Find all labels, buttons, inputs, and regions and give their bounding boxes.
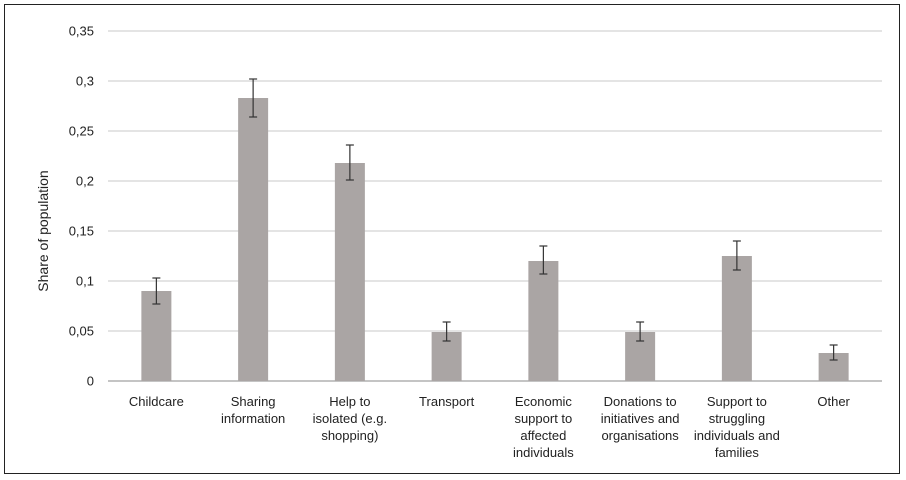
error-bar-2	[345, 144, 354, 181]
bar-0	[141, 291, 172, 381]
category-label-2-line-0: Help to	[329, 394, 370, 409]
gridlines	[108, 30, 882, 382]
category-label-4-line-2: affected	[520, 428, 566, 443]
error-bar-1	[249, 78, 258, 118]
category-label-6-line-2: individuals and	[694, 428, 780, 443]
category-label-5-line-2: organisations	[601, 428, 679, 443]
category-label-4-line-0: Economic	[515, 394, 573, 409]
category-label-1-line-1: information	[221, 411, 285, 426]
category-label-6-line-0: Support to	[707, 394, 767, 409]
category-label-1: Sharing information	[221, 394, 285, 426]
y-tick-label-0: 0	[87, 374, 94, 389]
category-label-6-line-1: struggling	[709, 411, 765, 426]
category-label-3-line-0: Transport	[419, 394, 475, 409]
bar-2	[334, 163, 365, 381]
error-bars	[152, 78, 838, 361]
category-label-5-line-1: initiatives and	[601, 411, 680, 426]
category-label-0-line-0: Childcare	[129, 394, 184, 409]
y-tick-label-6: 0,3	[76, 74, 94, 89]
bar-6	[721, 256, 752, 381]
category-label-2-line-1: isolated (e.g.	[313, 411, 387, 426]
category-label-6: Support to struggling individuals and famil…	[694, 394, 780, 460]
error-bar-6	[732, 240, 741, 271]
y-axis-title: Share of population	[35, 170, 51, 291]
category-label-0: Childcare	[129, 394, 184, 409]
bar-1	[238, 98, 269, 381]
category-label-4-line-3: individuals	[513, 445, 574, 460]
error-bar-3	[442, 321, 451, 342]
y-tick-label-3: 0,15	[69, 224, 94, 239]
bars	[141, 98, 849, 381]
category-label-4-line-1: support to	[514, 411, 572, 426]
category-label-7-line-0: Other	[817, 394, 850, 409]
error-bar-5	[636, 321, 645, 342]
category-label-2: Help to isolated (e.g. shopping)	[313, 394, 387, 443]
y-tick-label-1: 0,05	[69, 324, 94, 339]
category-label-7: Other	[817, 394, 850, 409]
category-label-1-line-0: Sharing	[231, 394, 276, 409]
category-labels: Childcare Sharing information Help to isolat…	[129, 394, 851, 460]
category-label-6-line-3: families	[715, 445, 760, 460]
chart-frame	[4, 4, 900, 474]
category-label-3: Transport	[419, 394, 475, 409]
bar-4	[528, 261, 559, 381]
y-tick-labels: 0 0,05 0,1 0,15 0,2 0,25 0,3 0,35	[69, 24, 94, 389]
category-label-2-line-2: shopping)	[321, 428, 378, 443]
y-tick-label-4: 0,2	[76, 174, 94, 189]
category-label-5-line-0: Donations to	[604, 394, 677, 409]
error-bar-7	[829, 344, 838, 361]
error-bar-4	[539, 245, 548, 275]
category-label-5: Donations to initiatives and organisations	[601, 394, 680, 443]
category-label-4: Economic support to affected individuals	[513, 394, 574, 460]
error-bar-0	[152, 277, 161, 305]
y-tick-label-5: 0,25	[69, 124, 94, 139]
y-tick-label-2: 0,1	[76, 274, 94, 289]
y-tick-label-7: 0,35	[69, 24, 94, 39]
